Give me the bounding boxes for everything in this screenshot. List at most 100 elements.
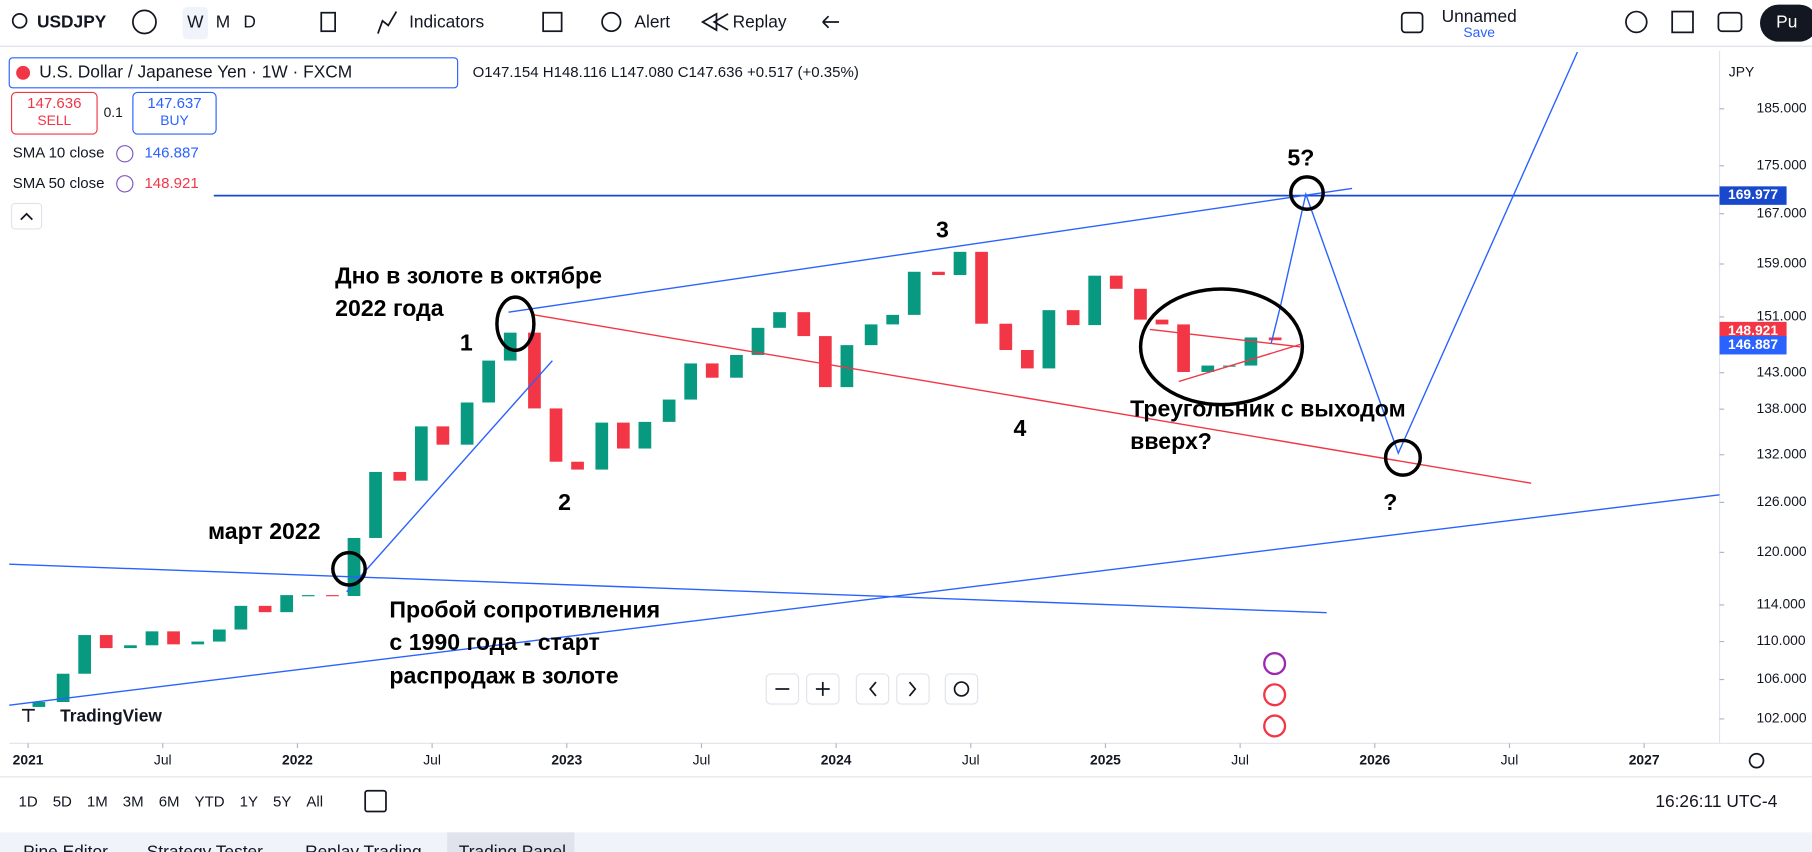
x-tick-label: 2027	[1629, 751, 1660, 767]
triangle-line	[1178, 343, 1301, 383]
range-button[interactable]: 5Y	[273, 793, 291, 810]
settings-icon[interactable]	[1625, 10, 1648, 34]
x-tick-label: Jul	[423, 751, 441, 767]
trendline	[531, 313, 1532, 484]
range-button[interactable]: 1D	[18, 793, 37, 810]
candle	[864, 324, 878, 346]
candle	[999, 323, 1013, 351]
legend-box	[8, 57, 459, 89]
replay-button[interactable]: Replay	[733, 12, 787, 32]
publish-button[interactable]	[1760, 4, 1812, 42]
plot-area	[32, 194, 1720, 707]
range-button[interactable]: 1M	[87, 793, 108, 810]
x-tick-label: Jul	[154, 751, 172, 767]
candle	[975, 251, 988, 324]
reset[interactable]	[944, 673, 979, 705]
range-button[interactable]: 1Y	[240, 793, 258, 810]
x-tick-label: 2022	[282, 751, 313, 767]
candle	[212, 629, 226, 642]
indicators-button[interactable]: Indicators	[409, 12, 484, 32]
left-icon	[869, 681, 877, 697]
x-tick-label: 2023	[551, 751, 582, 767]
candle	[191, 641, 205, 645]
bottom-panel	[0, 832, 1812, 852]
candle	[1042, 310, 1056, 369]
range-button[interactable]: 3M	[123, 793, 144, 810]
candle	[1109, 275, 1123, 289]
y-tick-label: 120.000	[1757, 543, 1807, 559]
candle	[280, 595, 294, 613]
circle-marker	[1289, 175, 1325, 211]
candle	[818, 336, 832, 388]
tab[interactable]: Pine Editor	[23, 842, 108, 852]
chart-type-icon[interactable]	[320, 11, 336, 33]
candle	[907, 271, 921, 315]
active-tab	[447, 832, 575, 852]
range-button[interactable]: 5D	[53, 793, 72, 810]
undo[interactable]	[822, 15, 839, 29]
range-button[interactable]: 6M	[159, 793, 180, 810]
range-button[interactable]: All	[306, 793, 323, 810]
fullscreen-icon[interactable]	[1671, 10, 1694, 34]
legend-title[interactable]: U.S. Dollar / Japanese Yen · 1W · FXCM	[39, 61, 352, 81]
range-buttons: 1D 5D 1M 3M 6M YTD 1Y 5Y All	[18, 793, 323, 810]
candle	[414, 426, 428, 481]
layout-name[interactable]: Unnamed	[1442, 6, 1517, 26]
spread: 0.1	[104, 104, 124, 120]
interval[interactable]: D	[243, 12, 256, 32]
candle	[616, 422, 630, 449]
x-tick-label: 2025	[1090, 751, 1121, 767]
sell-button[interactable]	[10, 91, 98, 135]
tab[interactable]: Replay Trading	[305, 842, 422, 852]
scroll-left[interactable]	[855, 673, 890, 705]
tab[interactable]: Trading Panel	[459, 842, 566, 852]
x-tick-label: 2021	[13, 751, 44, 767]
interval[interactable]: W	[187, 12, 204, 32]
range-button[interactable]: YTD	[195, 793, 225, 810]
y-tick-label: 175.000	[1757, 156, 1807, 172]
event-icon[interactable]	[1263, 683, 1287, 707]
reset-icon	[953, 681, 970, 697]
candle	[32, 701, 46, 707]
candle	[1201, 365, 1215, 372]
candle	[886, 314, 900, 325]
replay-icon	[700, 12, 729, 32]
candle	[393, 471, 407, 481]
y-tick-label: 110.000	[1757, 632, 1806, 648]
layout-icon	[1400, 11, 1424, 34]
interval[interactable]: M	[216, 12, 230, 32]
candle	[145, 631, 159, 646]
alert-button[interactable]: Alert	[634, 12, 670, 32]
candle	[234, 605, 248, 630]
y-tick-label: 138.000	[1757, 400, 1807, 416]
layouts-icon[interactable]	[542, 11, 563, 33]
save-link[interactable]: Save	[1463, 24, 1495, 40]
indicator-name[interactable]: SMA 50 close	[13, 175, 105, 192]
collapse-legend[interactable]	[10, 202, 43, 230]
tab[interactable]: Strategy Tester	[147, 842, 263, 852]
event-icon[interactable]	[1263, 714, 1287, 738]
indicator-icon	[116, 175, 134, 193]
drawings	[9, 51, 1720, 706]
symbol[interactable]: USDJPY	[37, 12, 107, 32]
trendline	[346, 360, 553, 593]
currency[interactable]: JPY	[1729, 63, 1754, 79]
snapshot-icon[interactable]	[1717, 11, 1743, 33]
x-tick-label: Jul	[1501, 751, 1519, 767]
annotation: 1	[460, 330, 473, 356]
candle	[78, 635, 92, 674]
search-icon[interactable]	[11, 13, 28, 29]
date-range-icon[interactable]	[364, 789, 387, 813]
candle	[953, 251, 967, 276]
scroll-right[interactable]	[896, 673, 930, 705]
indicator-name[interactable]: SMA 10 close	[13, 145, 105, 162]
candle	[571, 461, 584, 470]
indicator-value: 148.921	[144, 175, 198, 192]
axis-settings[interactable]	[1748, 752, 1765, 769]
candle	[326, 595, 339, 597]
annotation: с 1990 года - старт	[389, 629, 599, 655]
buy-button[interactable]	[132, 91, 217, 135]
add-symbol[interactable]	[132, 9, 157, 35]
candle	[705, 363, 719, 378]
event-icon[interactable]	[1263, 652, 1287, 676]
